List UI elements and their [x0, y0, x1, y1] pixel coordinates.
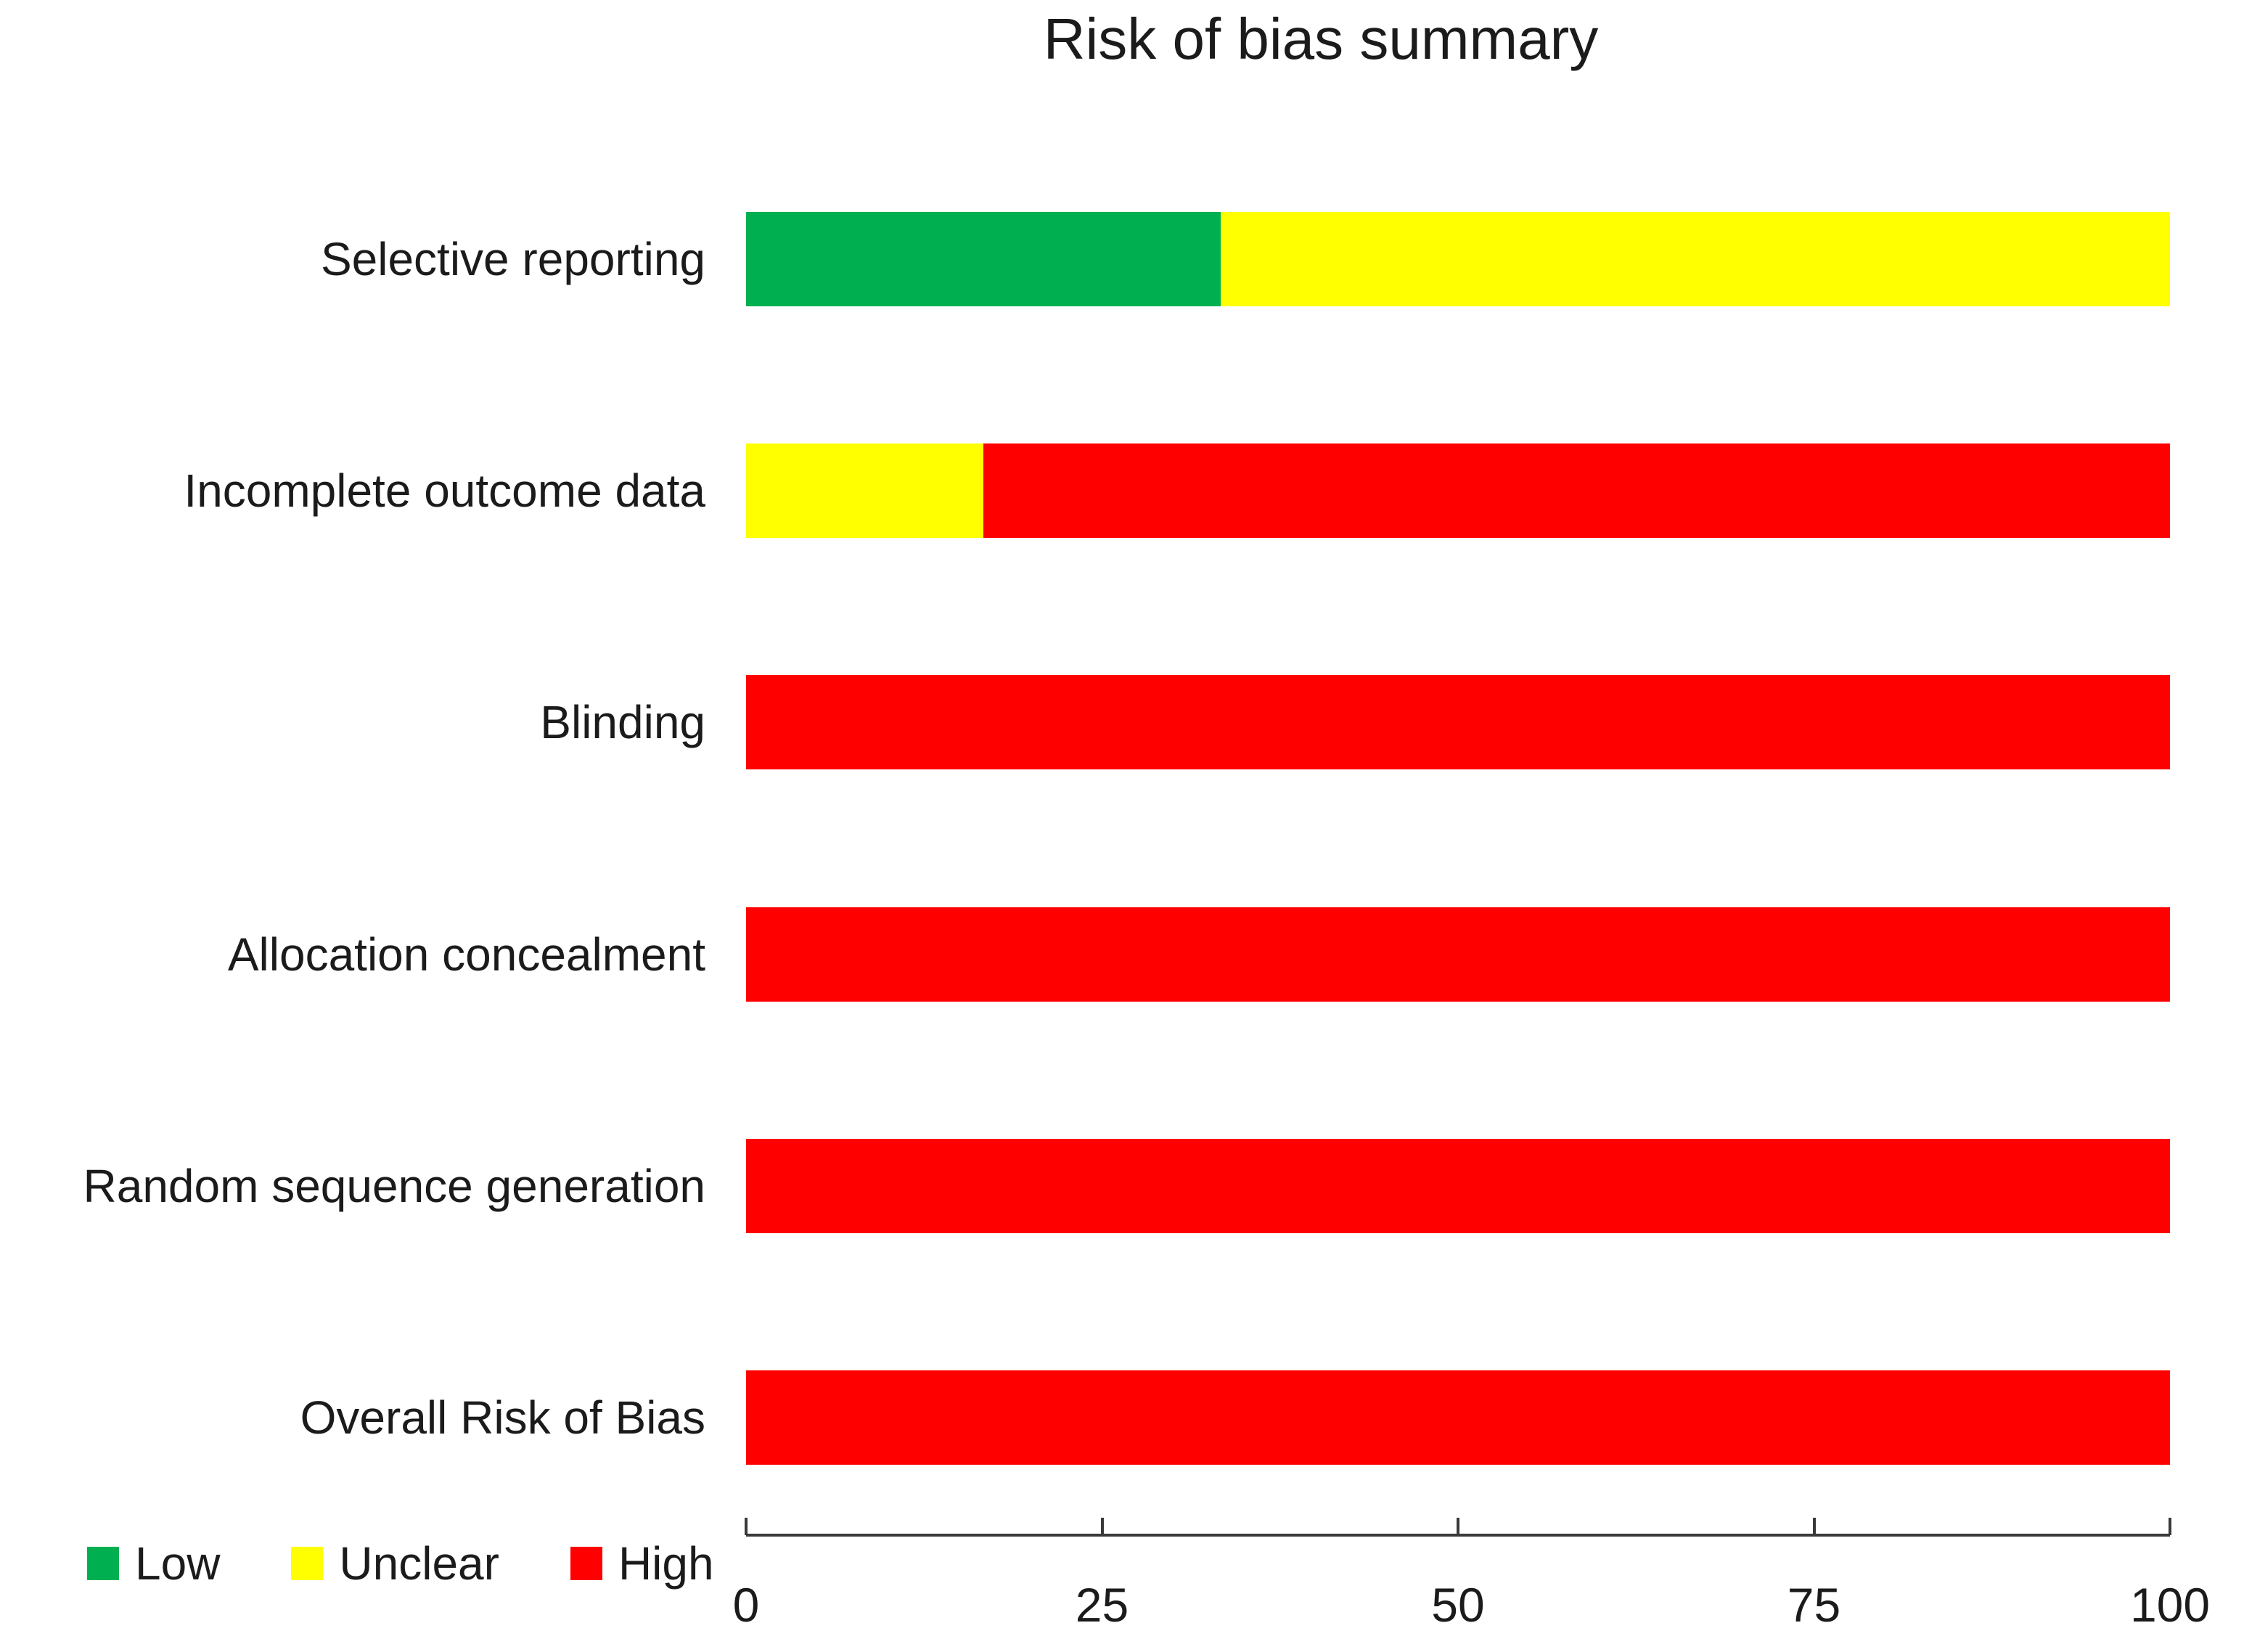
legend-swatch-high — [570, 1547, 602, 1580]
category-row: Allocation concealment — [0, 838, 705, 1070]
bar-segment-unclear — [1220, 211, 2170, 306]
legend-item-high: High — [570, 1540, 714, 1587]
x-axis-tick-label: 100 — [2129, 1578, 2211, 1632]
legend-label: Unclear — [339, 1537, 499, 1590]
category-row: Incomplete outcome data — [0, 375, 705, 606]
x-axis-tick — [745, 1518, 748, 1535]
bar-segment-low — [746, 211, 1221, 306]
bar-row — [746, 375, 2170, 606]
category-label: Selective reporting — [320, 232, 705, 285]
x-axis-tick-label: 0 — [732, 1578, 760, 1632]
category-label: Blinding — [540, 696, 705, 749]
bar-segment-high — [746, 1370, 2170, 1465]
legend: Low Unclear High — [87, 1537, 714, 1590]
legend-swatch-unclear — [291, 1547, 324, 1580]
category-labels: Selective reporting Incomplete outcome da… — [0, 143, 706, 1534]
plot-area — [746, 143, 2170, 1534]
category-row: Blinding — [0, 607, 705, 838]
stacked-bar — [746, 675, 2170, 770]
bar-row — [746, 143, 2170, 375]
x-axis-tick-label: 25 — [1075, 1578, 1129, 1632]
bar-row — [746, 838, 2170, 1070]
x-axis-tick — [2169, 1518, 2171, 1535]
x-axis-tick — [1100, 1518, 1104, 1535]
bar-row — [746, 1302, 2170, 1534]
category-row: Overall Risk of Bias — [0, 1302, 705, 1534]
x-axis-line — [746, 1534, 2170, 1537]
stacked-bar — [746, 907, 2170, 1002]
category-row: Random sequence generation — [0, 1070, 706, 1301]
bar-segment-high — [746, 1138, 2170, 1233]
x-axis-tick-label: 50 — [1431, 1578, 1485, 1632]
category-label: Allocation concealment — [227, 928, 705, 981]
stacked-bar — [746, 443, 2170, 538]
legend-label: High — [618, 1537, 714, 1590]
x-axis-tick-label: 75 — [1787, 1578, 1841, 1632]
chart-title: Risk of bias summary — [1043, 7, 1599, 71]
bar-segment-high — [746, 907, 2170, 1002]
stacked-bar — [746, 1138, 2170, 1233]
x-axis-tick — [1812, 1518, 1816, 1535]
bar-row — [746, 1070, 2170, 1301]
legend-item-low: Low — [87, 1540, 220, 1587]
category-label: Overall Risk of Bias — [300, 1391, 705, 1444]
legend-item-unclear: Unclear — [291, 1540, 499, 1587]
legend-label: Low — [135, 1537, 221, 1590]
x-axis-tick — [1457, 1518, 1459, 1535]
category-label: Random sequence generation — [83, 1159, 706, 1212]
category-row: Selective reporting — [0, 143, 705, 375]
legend-swatch-low — [87, 1547, 119, 1580]
bar-segment-high — [983, 443, 2170, 538]
stacked-bar — [746, 211, 2170, 306]
bar-segment-high — [746, 675, 2170, 770]
category-label: Incomplete outcome data — [184, 464, 705, 517]
bar-segment-unclear — [746, 443, 984, 538]
stacked-bar — [746, 1370, 2170, 1465]
bar-row — [746, 607, 2170, 838]
